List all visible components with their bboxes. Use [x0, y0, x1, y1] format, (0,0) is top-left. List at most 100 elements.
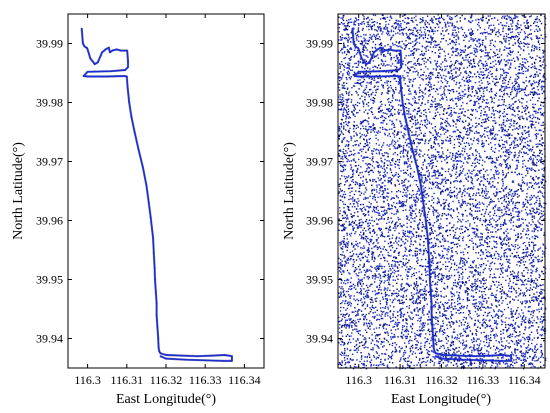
left-trajectory-point [165, 357, 167, 360]
noise-point [353, 287, 355, 289]
noise-point [470, 364, 472, 366]
noise-point [455, 39, 457, 41]
noise-point [475, 154, 477, 156]
noise-point [427, 29, 429, 32]
noise-point [479, 170, 481, 172]
noise-point [394, 342, 396, 344]
noise-point [488, 19, 490, 22]
noise-point [537, 89, 539, 91]
noise-point [387, 308, 389, 310]
noise-point [443, 296, 445, 298]
noise-point [492, 56, 494, 58]
noise-point [379, 363, 381, 366]
noise-point [516, 36, 519, 38]
noise-point [377, 117, 379, 120]
noise-point [407, 231, 409, 233]
noise-point [462, 147, 464, 149]
noise-point [431, 228, 433, 231]
noise-point [400, 295, 402, 298]
noise-point [348, 121, 351, 124]
noise-point [374, 127, 376, 129]
noise-point [418, 222, 421, 224]
noise-point [405, 107, 408, 109]
noise-point [443, 331, 445, 334]
noise-point [504, 326, 507, 328]
noise-point [342, 148, 345, 151]
noise-point [403, 179, 406, 181]
noise-point [368, 138, 370, 141]
noise-point [484, 106, 487, 108]
noise-point [497, 173, 499, 175]
noise-point [351, 21, 353, 23]
noise-point [480, 79, 482, 82]
noise-point [444, 181, 447, 183]
noise-point [530, 203, 532, 205]
noise-point [487, 126, 489, 128]
noise-point [408, 68, 410, 70]
noise-point [451, 293, 453, 295]
noise-point [444, 58, 446, 60]
noise-point [382, 84, 384, 87]
noise-point [461, 111, 463, 113]
left-x-tick-label: 116.31 [111, 373, 144, 387]
noise-point [365, 322, 368, 324]
noise-point [515, 296, 517, 298]
noise-point [491, 235, 493, 238]
noise-point [434, 334, 437, 336]
noise-point [464, 190, 466, 193]
noise-point [351, 110, 353, 113]
noise-point [431, 28, 433, 31]
noise-point [517, 261, 519, 263]
noise-point [537, 178, 539, 180]
noise-point [442, 227, 444, 229]
noise-point [398, 26, 400, 28]
noise-point [367, 197, 369, 199]
noise-point [502, 185, 504, 187]
noise-point [531, 254, 534, 257]
noise-point [377, 276, 379, 279]
noise-point [391, 222, 393, 224]
noise-point [363, 145, 365, 148]
noise-point [345, 319, 347, 321]
noise-point [531, 241, 533, 243]
noise-point [456, 298, 459, 300]
noise-point [403, 201, 405, 203]
noise-point [340, 118, 343, 121]
noise-point [396, 54, 398, 56]
noise-point [413, 48, 415, 51]
noise-point [496, 322, 499, 325]
noise-point [338, 108, 340, 111]
noise-point [505, 194, 507, 196]
noise-point [543, 67, 545, 69]
noise-point [371, 190, 373, 192]
noise-point [482, 183, 485, 186]
noise-point [388, 180, 390, 183]
noise-point [351, 206, 354, 208]
noise-point [418, 48, 420, 51]
noise-point [540, 157, 542, 159]
noise-point [389, 84, 392, 87]
noise-point [483, 215, 485, 217]
noise-point [414, 148, 416, 151]
noise-point [373, 275, 375, 277]
noise-point [416, 298, 418, 300]
noise-point [511, 193, 514, 195]
noise-point [505, 47, 508, 49]
noise-point [379, 303, 382, 305]
noise-point [371, 306, 373, 308]
noise-point [447, 347, 449, 349]
noise-point [541, 292, 543, 294]
noise-point [428, 156, 430, 158]
noise-point [428, 328, 430, 331]
noise-point [509, 76, 512, 78]
noise-point [353, 105, 355, 107]
noise-point [483, 142, 485, 145]
noise-point [413, 283, 416, 285]
noise-point [426, 26, 428, 28]
noise-point [464, 49, 466, 51]
noise-point [531, 348, 533, 351]
noise-point [525, 67, 527, 70]
noise-point [363, 247, 366, 249]
noise-point [458, 274, 460, 277]
noise-point [473, 227, 475, 230]
